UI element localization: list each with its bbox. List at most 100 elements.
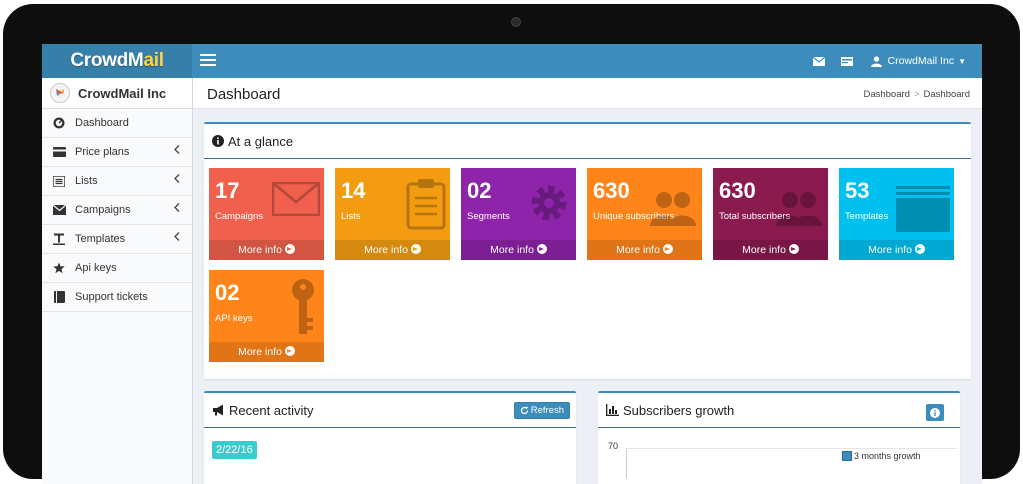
box-title: Recent activity [229, 402, 314, 418]
more-info-link[interactable]: More info [209, 240, 324, 260]
breadcrumb-item: Dashboard [923, 89, 970, 100]
legend-swatch [842, 451, 852, 461]
credit-card-icon [52, 147, 66, 157]
tile-segments: 02 Segments More info [461, 168, 576, 260]
tile-api-keys: 02 API keys More info [209, 270, 324, 362]
user-name: CrowdMail Inc [887, 55, 955, 67]
chart-plot-area [626, 448, 957, 479]
gear-icon [531, 185, 567, 221]
envelope-icon [272, 182, 320, 216]
box-header: Recent activity [204, 393, 576, 428]
tile-label: Templates [845, 211, 889, 222]
sidebar-item-templates[interactable]: Templates [42, 225, 192, 254]
arrow-circle-right-icon [914, 244, 925, 254]
user-menu[interactable]: CrowdMail Inc ▼ [861, 55, 982, 67]
camera [511, 17, 521, 27]
arrow-circle-right-icon [536, 244, 547, 254]
sidebar-item-label: Templates [75, 233, 126, 245]
tile-templates: 53 Templates More info [839, 168, 954, 260]
info-icon [930, 407, 940, 418]
chart-legend: 3 months growth [842, 451, 921, 461]
more-info-link[interactable]: More info [335, 240, 450, 260]
hamburger-icon[interactable] [200, 54, 216, 67]
sidebar-item-api-keys[interactable]: Api keys [42, 254, 192, 283]
notifications-button[interactable] [833, 44, 861, 78]
tile-label: Campaigns [215, 211, 264, 222]
tile-value: 17 [215, 178, 240, 203]
legend-label: 3 months growth [854, 451, 921, 461]
tile-lists: 14 Lists More info [335, 168, 450, 260]
sidebar-item-label: Dashboard [75, 117, 129, 129]
subscribers-growth-box: Subscribers growth 70 3 months growth [598, 391, 960, 484]
envelope-icon [812, 56, 825, 66]
brand-name: CrowdMail Inc [78, 85, 167, 101]
sidebar-item-dashboard[interactable]: Dashboard [42, 109, 192, 138]
sidebar-item-price-plans[interactable]: Price plans [42, 138, 192, 167]
users-icon [776, 192, 822, 226]
messages-button[interactable] [805, 44, 833, 78]
more-info-link[interactable]: More info [209, 342, 324, 362]
refresh-icon [520, 406, 528, 415]
logo[interactable]: CrowdMail [42, 44, 192, 78]
box-title: Subscribers growth [623, 402, 735, 418]
more-info-link[interactable]: More info [461, 240, 576, 260]
tile-label: Lists [341, 211, 361, 222]
content-header: Dashboard Dashboard > Dashboard [193, 78, 982, 109]
chevron-left-icon [174, 232, 180, 241]
brand-logo-icon [50, 83, 70, 103]
chevron-left-icon [174, 174, 180, 183]
box-header: Subscribers growth [598, 393, 960, 428]
more-info-link[interactable]: More info [713, 240, 828, 260]
arrow-circle-right-icon [284, 346, 295, 356]
users-icon [650, 192, 696, 226]
tile-value: 02 [467, 178, 492, 203]
arrow-circle-right-icon [284, 244, 295, 254]
more-info-link[interactable]: More info [587, 240, 702, 260]
breadcrumb-item[interactable]: Dashboard [863, 89, 910, 100]
box-header: At a glance [204, 124, 971, 159]
caret-down-icon: ▼ [958, 56, 966, 66]
tile-campaigns: 17 Campaigns More info [209, 168, 324, 260]
sidebar-item-support-tickets[interactable]: Support tickets [42, 283, 192, 312]
top-navbar: CrowdMail CrowdMail Inc ▼ [42, 44, 982, 78]
more-info-link[interactable]: More info [839, 240, 954, 260]
logo-text-main: CrowdM [70, 50, 144, 71]
sidebar-item-lists[interactable]: Lists [42, 167, 192, 196]
tile-value: 02 [215, 280, 240, 305]
clipboard-icon [406, 179, 446, 230]
tile-total-subscribers: 630 Total subscribers More info [713, 168, 828, 260]
app-screen: CrowdMail CrowdMail Inc ▼ CrowdMail Inc [42, 44, 982, 484]
sidebar: CrowdMail Inc Dashboard Price plans List… [42, 78, 193, 484]
box-title: At a glance [228, 133, 294, 149]
card-icon [840, 56, 853, 66]
refresh-button[interactable]: Refresh [513, 402, 570, 419]
page-title: Dashboard [207, 86, 281, 103]
sidebar-item-label: Support tickets [75, 291, 148, 303]
tile-value: 630 [593, 178, 630, 203]
y-axis-tick-label: 70 [608, 441, 619, 451]
chevron-left-icon [174, 145, 180, 154]
sidebar-item-label: Lists [75, 175, 98, 187]
chevron-left-icon [174, 203, 180, 212]
star-icon [53, 262, 65, 274]
date-label: 2/22/16 [212, 441, 257, 459]
sidebar-item-campaigns[interactable]: Campaigns [42, 196, 192, 225]
tile-value: 53 [845, 178, 870, 203]
dashboard-icon [53, 117, 65, 129]
tile-value: 630 [719, 178, 756, 203]
sidebar-item-label: Price plans [75, 146, 130, 158]
book-icon [53, 291, 65, 303]
tile-label: API keys [215, 313, 253, 324]
window-icon [896, 186, 950, 232]
bar-chart-icon [606, 404, 619, 416]
sidebar-brand: CrowdMail Inc [42, 78, 192, 109]
tile-unique-subscribers: 630 Unique subscribers More info [587, 168, 702, 260]
arrow-circle-right-icon [662, 244, 673, 254]
sidebar-item-label: Api keys [75, 262, 117, 274]
info-button[interactable] [926, 404, 944, 421]
at-a-glance-box: At a glance 17 Campaigns More info 14 Li… [204, 122, 971, 379]
key-icon [292, 279, 314, 334]
user-icon [870, 55, 882, 67]
bullhorn-icon [213, 404, 223, 416]
tile-value: 14 [341, 178, 366, 203]
